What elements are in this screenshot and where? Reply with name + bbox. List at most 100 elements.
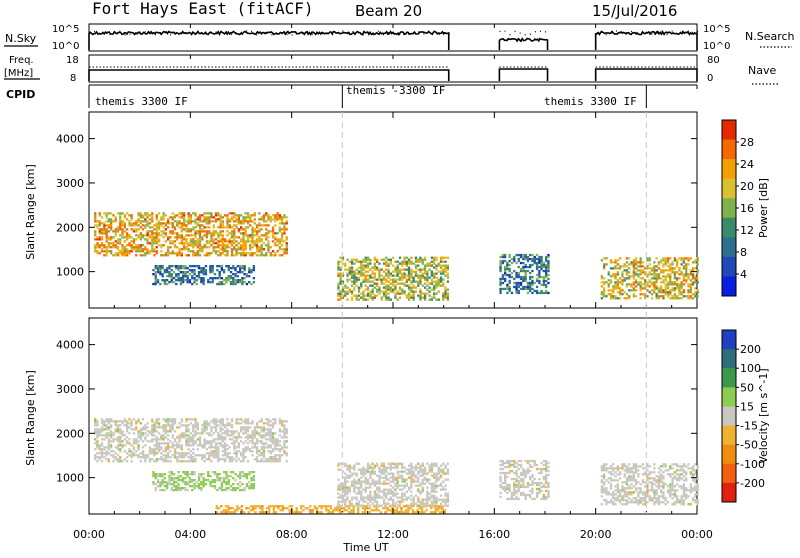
data-cell bbox=[149, 230, 151, 232]
data-cell bbox=[160, 426, 162, 428]
data-cell bbox=[390, 497, 392, 499]
data-cell bbox=[156, 426, 158, 428]
data-cell bbox=[674, 277, 676, 279]
data-cell bbox=[529, 288, 531, 290]
data-cell bbox=[140, 220, 142, 222]
data-cell bbox=[228, 275, 230, 277]
data-cell bbox=[369, 467, 371, 469]
data-cell bbox=[257, 505, 259, 507]
data-cell bbox=[415, 257, 417, 259]
data-cell bbox=[223, 489, 225, 491]
data-cell bbox=[117, 454, 119, 456]
data-cell bbox=[126, 452, 128, 454]
data-cell bbox=[375, 507, 377, 509]
data-cell bbox=[247, 430, 249, 432]
data-cell bbox=[390, 477, 392, 479]
data-cell bbox=[401, 479, 403, 481]
data-cell bbox=[208, 212, 210, 214]
data-cell bbox=[258, 218, 260, 220]
data-cell bbox=[131, 444, 133, 446]
data-cell bbox=[258, 434, 260, 436]
data-cell bbox=[635, 281, 637, 283]
data-cell bbox=[265, 238, 267, 240]
data-cell bbox=[199, 254, 201, 256]
data-cell bbox=[261, 454, 263, 456]
data-cell bbox=[390, 299, 392, 301]
data-cell bbox=[279, 228, 281, 230]
data-cell bbox=[112, 214, 114, 216]
data-cell bbox=[403, 485, 405, 487]
data-cell bbox=[165, 214, 167, 216]
data-cell bbox=[172, 444, 174, 446]
data-cell bbox=[509, 470, 511, 472]
data-cell bbox=[110, 218, 112, 220]
data-cell bbox=[283, 426, 285, 428]
data-cell bbox=[435, 499, 437, 501]
data-cell bbox=[119, 224, 121, 226]
data-cell bbox=[376, 503, 378, 505]
data-cell bbox=[520, 466, 522, 468]
data-cell bbox=[637, 273, 639, 275]
data-cell bbox=[545, 272, 547, 274]
data-cell bbox=[194, 424, 196, 426]
data-cell bbox=[356, 481, 358, 483]
data-cell bbox=[251, 450, 253, 452]
data-cell bbox=[101, 228, 103, 230]
data-cell bbox=[431, 283, 433, 285]
data-cell bbox=[147, 234, 149, 236]
data-cell bbox=[124, 240, 126, 242]
data-cell bbox=[225, 277, 227, 279]
data-cell bbox=[667, 257, 669, 259]
data-cell bbox=[199, 238, 201, 240]
data-cell bbox=[626, 265, 628, 267]
data-cell bbox=[369, 491, 371, 493]
data-cell bbox=[112, 236, 114, 238]
data-cell bbox=[192, 220, 194, 222]
data-cell bbox=[165, 446, 167, 448]
data-cell bbox=[176, 452, 178, 454]
data-cell bbox=[681, 297, 683, 299]
data-cell bbox=[685, 257, 687, 259]
data-cell bbox=[656, 269, 658, 271]
data-cell bbox=[190, 222, 192, 224]
data-cell bbox=[351, 275, 353, 277]
data-cell bbox=[94, 248, 96, 250]
data-cell bbox=[601, 259, 603, 261]
data-cell bbox=[106, 246, 108, 248]
data-cell bbox=[128, 454, 130, 456]
data-cell bbox=[261, 509, 263, 511]
data-cell bbox=[431, 281, 433, 283]
data-cell bbox=[433, 285, 435, 287]
data-cell bbox=[612, 275, 614, 277]
data-cell bbox=[268, 509, 270, 511]
data-cell bbox=[249, 214, 251, 216]
data-cell bbox=[429, 291, 431, 293]
data-cell bbox=[256, 224, 258, 226]
data-cell bbox=[367, 265, 369, 267]
data-cell bbox=[545, 270, 547, 272]
data-cell bbox=[353, 511, 355, 513]
data-cell bbox=[140, 460, 142, 462]
data-cell bbox=[142, 216, 144, 218]
data-cell bbox=[413, 505, 415, 507]
data-cell bbox=[190, 228, 192, 230]
data-cell bbox=[286, 420, 288, 422]
data-cell bbox=[694, 279, 696, 281]
data-cell bbox=[152, 273, 154, 275]
data-cell bbox=[369, 471, 371, 473]
data-cell bbox=[442, 295, 444, 297]
data-cell bbox=[527, 270, 529, 272]
data-cell bbox=[183, 424, 185, 426]
data-cell bbox=[240, 454, 242, 456]
data-cell bbox=[656, 285, 658, 287]
data-cell bbox=[358, 289, 360, 291]
colorbar-swatch bbox=[722, 140, 736, 160]
data-cell bbox=[171, 279, 173, 281]
data-cell bbox=[144, 212, 146, 214]
data-cell bbox=[433, 463, 435, 465]
data-cell bbox=[309, 511, 311, 513]
data-cell bbox=[504, 288, 506, 290]
data-cell bbox=[529, 284, 531, 286]
data-cell bbox=[504, 482, 506, 484]
data-cell bbox=[424, 259, 426, 261]
